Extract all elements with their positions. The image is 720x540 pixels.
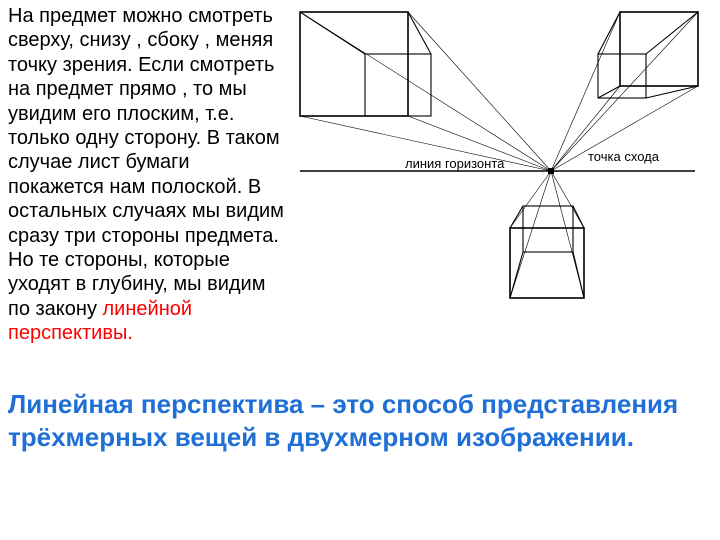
horizon-label: линия горизонта bbox=[405, 156, 504, 171]
perspective-diagram: линия горизонта точка схода bbox=[290, 6, 710, 306]
vanishing-point-label: точка схода bbox=[588, 149, 659, 164]
page: На предмет можно смотреть сверху, снизу … bbox=[0, 0, 720, 540]
headline-definition: Линейная перспектива – это способ предст… bbox=[8, 388, 708, 453]
body-paragraph: На предмет можно смотреть сверху, снизу … bbox=[8, 4, 288, 345]
body-main-text: На предмет можно смотреть сверху, снизу … bbox=[8, 5, 284, 320]
